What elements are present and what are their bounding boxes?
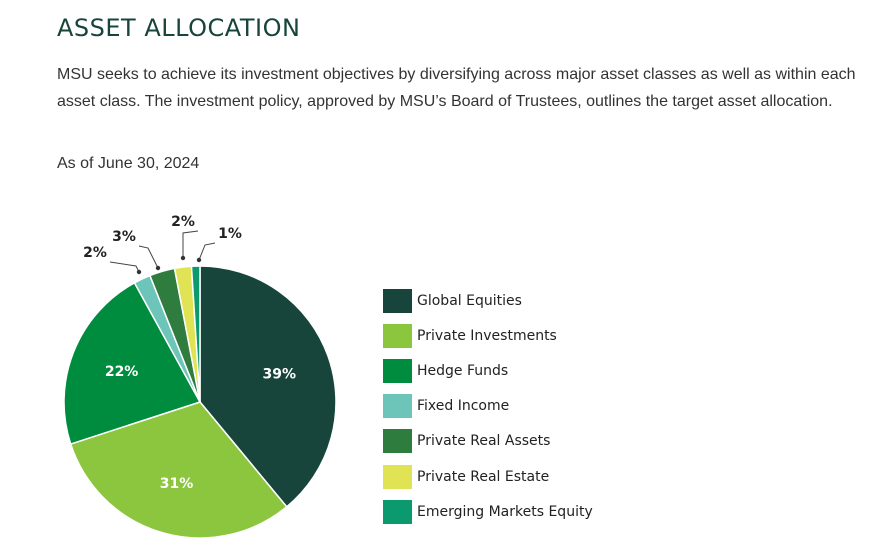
leader-dot-private-real-assets: [155, 265, 161, 271]
legend-label: Private Real Assets: [417, 433, 551, 450]
legend-swatch: [383, 288, 412, 313]
data-label-private-real-assets: 3%: [112, 229, 136, 245]
data-label-global-equities: 39%: [263, 366, 297, 382]
leader-line-private-real-assets: [138, 245, 159, 269]
legend-item-hedge-funds: Hedge Funds: [383, 353, 593, 388]
legend-item-private-investments: Private Investments: [383, 318, 593, 353]
leader-line-private-real-estate: [182, 230, 199, 258]
legend-item-private-real-estate: Private Real Estate: [383, 459, 593, 494]
legend-swatch: [383, 394, 412, 419]
data-label-emerging-markets-equity: 1%: [218, 226, 242, 242]
legend-swatch: [383, 358, 412, 383]
legend-label: Hedge Funds: [417, 362, 509, 379]
legend-item-emerging-markets-equity: Emerging Markets Equity: [383, 494, 593, 529]
chart-legend: Global Equities Private Investments Hedge …: [383, 283, 593, 529]
pie-slice-hedge-funds: [63, 281, 202, 445]
legend-swatch: [383, 429, 412, 454]
legend-label: Private Real Estate: [417, 468, 550, 485]
legend-swatch: [383, 464, 412, 489]
legend-item-global-equities: Global Equities: [383, 283, 593, 318]
leader-dot-private-real-estate: [180, 255, 186, 261]
legend-label: Fixed Income: [417, 398, 510, 415]
pie-slice-private-investments: [69, 401, 288, 539]
legend-item-fixed-income: Fixed Income: [383, 389, 593, 424]
leader-line-emerging-markets-equity: [198, 242, 216, 261]
pie-chart: 39% 31% 22% 2% 3% 2% 1%: [63, 214, 337, 539]
page-title: ASSET ALLOCATION: [57, 14, 301, 42]
legend-label: Private Investments: [417, 327, 557, 344]
leader-line-fixed-income: [109, 261, 140, 273]
description-text: MSU seeks to achieve its investment obje…: [57, 66, 856, 110]
data-label-hedge-funds: 22%: [105, 364, 139, 380]
leader-dot-emerging-markets-equity: [196, 257, 202, 263]
data-label-fixed-income: 2%: [83, 245, 107, 261]
as-of-date: As of June 30, 2024: [57, 155, 200, 172]
legend-swatch: [383, 323, 412, 348]
pie-slice-global-equities: [199, 265, 337, 508]
leader-dot-fixed-income: [136, 269, 142, 275]
legend-swatch: [383, 499, 412, 524]
data-label-private-investments: 31%: [160, 476, 194, 492]
legend-label: Emerging Markets Equity: [417, 503, 593, 520]
legend-label: Global Equities: [417, 292, 522, 309]
data-label-private-real-estate: 2%: [171, 214, 195, 230]
pie-slice-emerging-markets-equity: [190, 265, 201, 403]
legend-item-private-real-assets: Private Real Assets: [383, 424, 593, 459]
